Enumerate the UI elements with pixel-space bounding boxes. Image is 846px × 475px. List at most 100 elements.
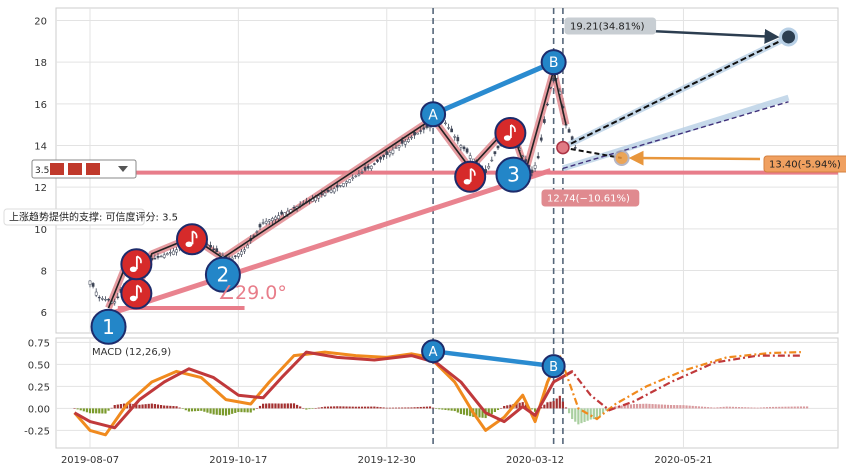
candle [369, 165, 373, 169]
candle [332, 188, 336, 193]
histogram-bar [428, 406, 432, 409]
candle [156, 256, 160, 258]
histogram-bar [716, 407, 719, 409]
histogram-bar [503, 405, 506, 409]
candle [403, 141, 407, 145]
histogram-bar [586, 408, 589, 421]
histogram-bar [104, 408, 107, 414]
histogram-bar [737, 407, 741, 409]
histogram-bar [413, 407, 416, 409]
histogram-bar [144, 404, 147, 409]
candle [376, 159, 379, 162]
candle [91, 283, 95, 287]
histogram-bar [781, 406, 784, 409]
candle [385, 151, 389, 155]
histogram-bar [543, 404, 546, 409]
wave-marker [541, 354, 566, 379]
candle [335, 185, 339, 188]
histogram-bar [203, 408, 206, 412]
histogram-bar [506, 405, 509, 409]
histogram-bar [645, 403, 648, 409]
histogram-bar [577, 408, 580, 425]
histogram-bar [676, 405, 679, 409]
candle [422, 127, 426, 130]
histogram-bar [595, 408, 599, 419]
support-note-box [3, 208, 145, 226]
candle [453, 136, 457, 138]
candle [416, 132, 419, 135]
histogram-bar [135, 404, 138, 409]
candle [546, 103, 549, 106]
candle [462, 146, 466, 150]
music-note-icon [185, 241, 193, 248]
wave-marker [540, 49, 567, 76]
histogram-bar [496, 408, 500, 411]
histogram-bar [713, 407, 716, 409]
histogram-bar [274, 403, 277, 409]
histogram-bar [357, 406, 361, 409]
histogram-bar [166, 405, 169, 409]
histogram-bar [289, 403, 293, 409]
histogram-bar [339, 406, 342, 409]
histogram-bar [320, 407, 323, 409]
histogram-bar [240, 408, 243, 413]
histogram-bar [286, 403, 289, 409]
histogram-bar [666, 404, 670, 409]
candle [169, 252, 172, 254]
histogram-bar [580, 408, 583, 424]
macd-title: MACD (12,26,9) [92, 347, 171, 358]
music-note-icon [510, 124, 516, 133]
support-badge-square [50, 163, 64, 175]
histogram-bar [95, 408, 98, 414]
candle [524, 159, 528, 162]
histogram-bar [549, 401, 552, 409]
ab-line [432, 59, 555, 117]
histogram-bar [206, 408, 209, 413]
histogram-bar [635, 403, 639, 409]
macd-panel [55, 337, 839, 449]
histogram-bar [280, 403, 283, 409]
histogram-bar [379, 407, 382, 409]
music-note-icon [503, 135, 511, 141]
candle [382, 154, 385, 158]
channel-band [562, 94, 790, 172]
candle [175, 249, 178, 253]
candle [345, 181, 348, 184]
histogram-bar [209, 408, 212, 414]
music-note-icon [463, 178, 471, 185]
histogram-bar [759, 407, 762, 409]
music-note-icon [136, 284, 142, 293]
histogram-bar [419, 406, 422, 409]
histogram-bar [530, 408, 534, 410]
candle [543, 119, 546, 123]
histogram-bar [707, 407, 710, 409]
histogram-bar [623, 405, 626, 409]
histogram-bar [620, 405, 623, 409]
histogram-bar [546, 402, 549, 409]
histogram-bar [101, 408, 104, 414]
macd-series: AB [73, 339, 809, 437]
candle [351, 177, 355, 179]
histogram-bar [326, 406, 330, 409]
histogram-bar [605, 408, 608, 411]
candle [292, 207, 296, 209]
histogram-bar [691, 405, 694, 409]
y-tick-label: 8 [41, 267, 47, 278]
histogram-bar [299, 406, 302, 409]
candle [88, 280, 92, 285]
histogram-bar [753, 407, 756, 409]
histogram-bar [719, 407, 722, 409]
histogram-bar [688, 405, 691, 409]
histogram-bar [744, 407, 747, 409]
chevron-down-icon [118, 166, 128, 172]
projection-line [562, 101, 789, 170]
axis-labels: 681012141618200.750.500.250.00-0.252019-… [24, 17, 712, 467]
candle [258, 224, 262, 228]
histogram-bar [212, 408, 215, 415]
candle [465, 148, 469, 153]
candle [536, 156, 540, 159]
histogram-bar [540, 407, 543, 409]
histogram-bar [175, 406, 178, 409]
histogram-bar [685, 405, 688, 409]
